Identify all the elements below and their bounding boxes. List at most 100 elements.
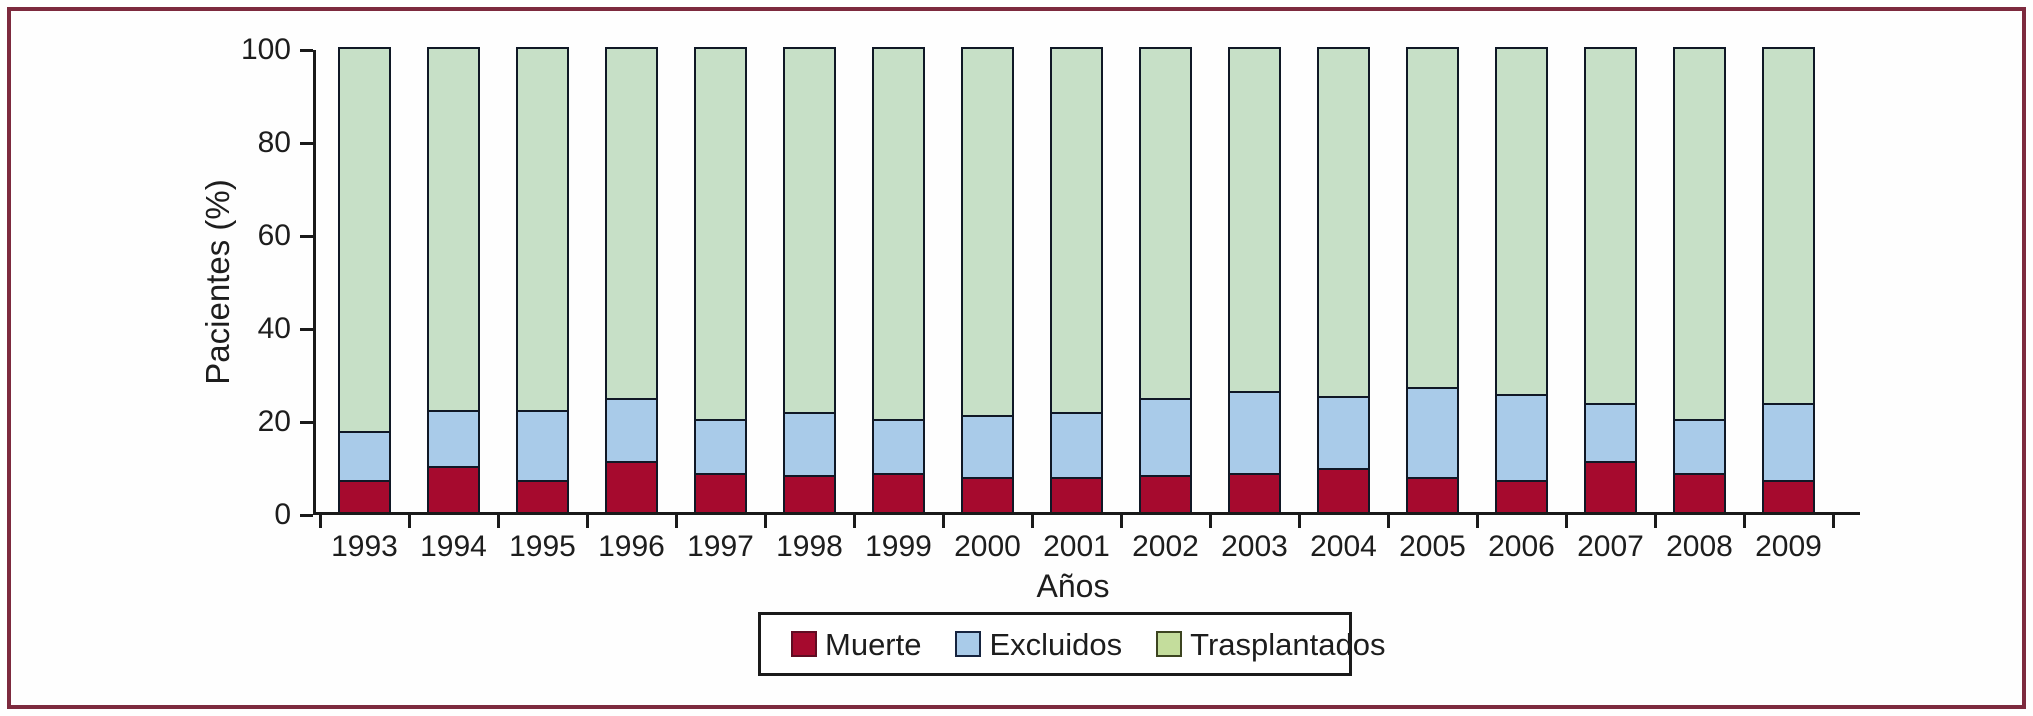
x-tick-label-1996: 1996: [598, 530, 665, 563]
segment-trasplantados-2002: [1139, 47, 1192, 401]
segment-excluidos-2002: [1139, 400, 1192, 478]
segment-trasplantados-2006: [1495, 47, 1548, 396]
segment-muerte-1995: [516, 481, 569, 512]
x-tick-mark: [1654, 515, 1657, 528]
segment-muerte-2006: [1495, 481, 1548, 512]
y-tick-label: 0: [274, 498, 291, 531]
segment-excluidos-1994: [427, 412, 480, 468]
x-tick-mark: [1476, 515, 1479, 528]
segment-trasplantados-2005: [1406, 47, 1459, 389]
x-tick-mark: [586, 515, 589, 528]
x-tick-label-2006: 2006: [1488, 530, 1555, 563]
x-tick-label-2004: 2004: [1310, 530, 1377, 563]
segment-muerte-1994: [427, 467, 480, 512]
segment-excluidos-2006: [1495, 395, 1548, 482]
x-tick-label-1999: 1999: [865, 530, 932, 563]
y-tick-mark: [300, 513, 313, 517]
y-tick-mark: [300, 141, 313, 145]
stacked-bar-2005: [1406, 47, 1459, 512]
stacked-bar-1998: [783, 47, 836, 512]
legend-item-excluidos: Excluidos: [955, 629, 1122, 660]
segment-excluidos-1995: [516, 412, 569, 482]
segment-trasplantados-2001: [1050, 47, 1103, 415]
segment-muerte-2004: [1317, 470, 1370, 512]
segment-trasplantados-1997: [694, 47, 747, 422]
x-tick-label-1998: 1998: [776, 530, 843, 563]
x-tick-label-2003: 2003: [1221, 530, 1288, 563]
segment-trasplantados-2004: [1317, 47, 1370, 399]
segment-excluidos-1996: [605, 400, 658, 464]
legend-swatch-muerte: [791, 631, 817, 657]
legend-item-muerte: Muerte: [791, 629, 921, 660]
stacked-bar-1995: [516, 47, 569, 512]
x-tick-label-1997: 1997: [687, 530, 754, 563]
segment-muerte-2000: [961, 479, 1014, 512]
y-tick-mark: [300, 420, 313, 424]
y-axis-label: Pacientes (%): [199, 179, 236, 385]
plot-area: 0 20 40 60 80 100 1993 1994 1995 1996 1997 1998 1999…: [241, 33, 1860, 563]
segment-trasplantados-2009: [1762, 47, 1815, 406]
segment-muerte-1997: [694, 474, 747, 512]
x-tick-mark: [1031, 515, 1034, 528]
x-tick-label-2005: 2005: [1399, 530, 1466, 563]
x-tick-mark: [1209, 515, 1212, 528]
x-tick-label-2009: 2009: [1755, 530, 1822, 563]
segment-muerte-2007: [1584, 463, 1637, 512]
segment-muerte-1998: [783, 477, 836, 512]
segment-muerte-2005: [1406, 479, 1459, 512]
x-tick-mark: [1832, 515, 1835, 528]
segment-trasplantados-1996: [605, 47, 658, 401]
segment-excluidos-1997: [694, 421, 747, 475]
segment-trasplantados-2003: [1228, 47, 1281, 394]
stacked-bar-1999: [872, 47, 925, 512]
segment-trasplantados-1994: [427, 47, 480, 413]
segment-excluidos-2003: [1228, 393, 1281, 475]
x-tick-mark: [497, 515, 500, 528]
x-tick-mark: [1387, 515, 1390, 528]
stacked-bar-2000: [961, 47, 1014, 512]
segment-trasplantados-2000: [961, 47, 1014, 417]
segment-trasplantados-2008: [1673, 47, 1726, 422]
segment-muerte-2003: [1228, 474, 1281, 512]
x-tick-mark: [675, 515, 678, 528]
segment-trasplantados-2007: [1584, 47, 1637, 406]
y-tick-label: 40: [257, 312, 291, 345]
segment-muerte-1999: [872, 474, 925, 512]
legend-label-trasplantados: Trasplantados: [1190, 626, 1386, 662]
stacked-bar-1996: [605, 47, 658, 512]
x-tick-label-1994: 1994: [420, 530, 487, 563]
segment-excluidos-2008: [1673, 421, 1726, 475]
stacked-bar-2007: [1584, 47, 1637, 512]
y-tick-label: 60: [257, 219, 291, 252]
segment-trasplantados-1998: [783, 47, 836, 415]
x-axis-label: Años: [1036, 568, 1110, 604]
segment-excluidos-2001: [1050, 414, 1103, 480]
segment-trasplantados-1995: [516, 47, 569, 413]
y-tick-label: 100: [240, 33, 291, 66]
x-tick-label-2008: 2008: [1666, 530, 1733, 563]
segment-excluidos-2000: [961, 416, 1014, 480]
stacked-bar-2002: [1139, 47, 1192, 512]
x-tick-label-2000: 2000: [954, 530, 1021, 563]
segment-excluidos-2009: [1762, 405, 1815, 482]
legend-label-muerte: Muerte: [825, 626, 922, 662]
x-tick-label-2001: 2001: [1043, 530, 1110, 563]
segment-excluidos-2007: [1584, 405, 1637, 464]
x-tick-mark: [319, 515, 322, 528]
segment-excluidos-2005: [1406, 388, 1459, 480]
x-tick-label-1995: 1995: [509, 530, 576, 563]
legend-label-excluidos: Excluidos: [989, 626, 1123, 662]
legend-swatch-excluidos: [955, 631, 982, 657]
legend-swatch-trasplantados: [1156, 631, 1183, 657]
segment-muerte-2008: [1673, 474, 1726, 512]
y-tick-mark: [300, 48, 313, 52]
x-tick-label-1993: 1993: [331, 530, 398, 563]
segment-excluidos-1999: [872, 421, 925, 475]
x-tick-mark: [1743, 515, 1746, 528]
segment-excluidos-1998: [783, 414, 836, 478]
x-tick-mark: [942, 515, 945, 528]
x-tick-label-2007: 2007: [1577, 530, 1644, 563]
legend-box: Muerte Excluidos Trasplantados: [758, 612, 1385, 676]
segment-muerte-1993: [338, 481, 391, 512]
